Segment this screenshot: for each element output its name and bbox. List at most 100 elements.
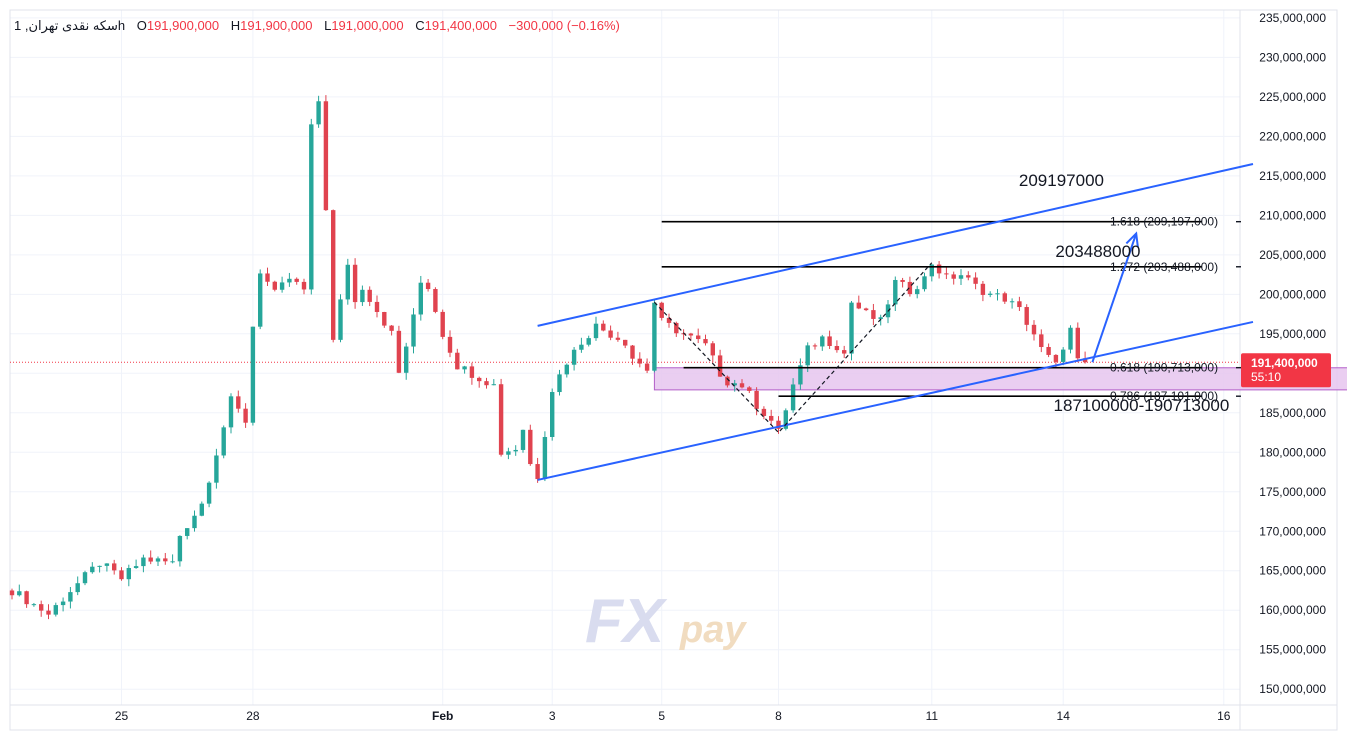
- candle-body: [878, 317, 883, 319]
- candle-body: [506, 451, 511, 455]
- candle-body: [922, 276, 927, 290]
- candle-body: [221, 427, 226, 456]
- candle-body: [936, 264, 942, 274]
- price-axis-label: 175,000,000: [1259, 485, 1326, 499]
- candle-body: [17, 591, 22, 596]
- candle-body: [331, 210, 336, 340]
- time-axis-label: Feb: [432, 709, 453, 723]
- candle-body: [272, 281, 277, 290]
- candle-body: [31, 604, 37, 606]
- candle-body: [404, 346, 409, 373]
- price-axis-label: 195,000,000: [1259, 327, 1326, 341]
- candle-body: [769, 415, 774, 421]
- candle-body: [688, 333, 694, 336]
- candle-body: [352, 264, 358, 303]
- symbol-name[interactable]: سکه نقدی تهران, 1h: [14, 18, 126, 33]
- candle-body: [725, 376, 730, 386]
- candle-body: [1009, 301, 1015, 303]
- candle-body: [980, 283, 986, 295]
- fib-level-label: 1.618 (209,197,000): [1110, 215, 1218, 229]
- candle-body: [754, 390, 759, 409]
- candle-body: [966, 275, 971, 278]
- candle-body: [710, 343, 715, 356]
- candle-body: [60, 601, 66, 606]
- price-axis-label: 180,000,000: [1259, 445, 1326, 459]
- candle-body: [644, 363, 650, 371]
- price-annotation: 203488000: [1055, 242, 1140, 261]
- candle-body: [717, 355, 723, 377]
- price-axis-label: 160,000,000: [1259, 603, 1326, 617]
- price-annotation: 187100000-190713000: [1054, 396, 1230, 415]
- candle-body: [206, 482, 212, 504]
- candle-body: [1002, 293, 1007, 302]
- price-axis-label: 215,000,000: [1259, 169, 1326, 183]
- candle-body: [82, 572, 88, 584]
- price-axis-label: 185,000,000: [1259, 406, 1326, 420]
- candle-body: [1046, 347, 1051, 355]
- candle-body: [951, 274, 956, 279]
- candle-body: [418, 282, 423, 315]
- candle-body: [1053, 354, 1059, 362]
- candle-body: [236, 396, 241, 409]
- candle-body: [309, 124, 314, 290]
- price-axis-label: 155,000,000: [1259, 643, 1326, 657]
- candle-body: [170, 561, 175, 563]
- candle-body: [46, 610, 51, 615]
- candle-body: [630, 345, 635, 359]
- candle-body: [477, 377, 482, 382]
- low-value: 191,000,000: [331, 18, 404, 33]
- candle-body: [243, 408, 248, 423]
- candle-body: [674, 322, 679, 334]
- price-axis-label: 205,000,000: [1259, 248, 1326, 262]
- time-axis-label: 3: [549, 709, 556, 723]
- candle-body: [820, 336, 825, 347]
- candle-body: [396, 330, 402, 373]
- candle-body: [915, 289, 920, 295]
- candle-body: [871, 310, 876, 319]
- candle-body: [265, 273, 270, 282]
- candle-body: [520, 429, 526, 450]
- time-axis-label: 25: [115, 709, 129, 723]
- candle-body: [513, 449, 518, 452]
- candle-body: [842, 350, 847, 354]
- fib-level-label: 1.272 (203,488,000): [1110, 260, 1218, 274]
- candle-body: [389, 325, 394, 331]
- channel-lower-line: [537, 320, 1254, 481]
- candle-body: [287, 278, 292, 283]
- candle-body: [433, 289, 438, 312]
- candle-body: [462, 366, 467, 370]
- candle-body: [601, 323, 606, 331]
- time-axis-label: 16: [1217, 709, 1231, 723]
- candle-body: [425, 282, 431, 290]
- candle-body: [411, 314, 416, 347]
- candle-body: [739, 383, 745, 388]
- price-axis-label: 235,000,000: [1259, 11, 1326, 25]
- candle-body: [995, 293, 1000, 295]
- candle-body: [557, 374, 562, 393]
- price-axis-label: 210,000,000: [1259, 208, 1326, 222]
- price-annotation: 209197000: [1019, 171, 1104, 190]
- candle-body: [732, 383, 737, 386]
- candle-body: [579, 344, 584, 350]
- candle-body: [849, 302, 854, 354]
- candle-body: [798, 365, 803, 385]
- current-price-badge: [1241, 353, 1331, 388]
- candle-body: [484, 381, 489, 386]
- candle-body: [279, 282, 285, 290]
- candle-body: [907, 281, 913, 295]
- zigzag-pattern: [653, 262, 933, 434]
- candle-body: [126, 568, 131, 580]
- candle-body: [133, 566, 139, 569]
- candle-body: [323, 101, 329, 211]
- candle-body: [258, 273, 263, 327]
- candle-body: [39, 604, 44, 611]
- candle-body: [360, 289, 365, 303]
- candle-body: [827, 336, 832, 346]
- candle-body: [747, 387, 752, 391]
- candle-body: [805, 345, 810, 366]
- candle-body: [1075, 327, 1080, 359]
- candle-body: [24, 591, 29, 605]
- candle-body: [367, 289, 372, 302]
